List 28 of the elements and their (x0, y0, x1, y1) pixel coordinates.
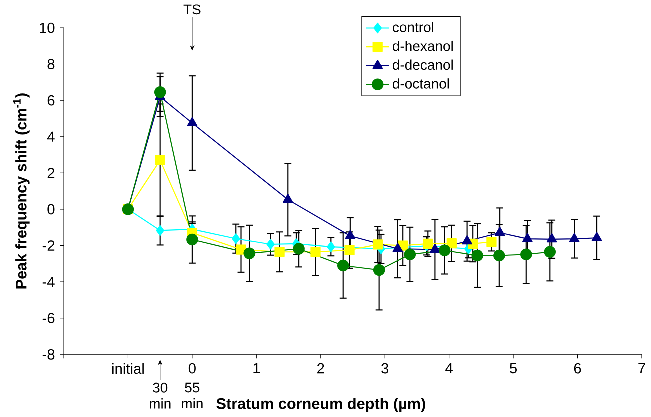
x-axis-title: Stratum corneum depth (µm) (216, 398, 426, 412)
text: 55 min (182, 383, 203, 409)
y-axis-title: Peak frequency shift (cm$^{-1}$) (13, 94, 30, 289)
y-tick-label: -2 (42, 240, 55, 251)
x-tick-label: 2 (318, 363, 324, 374)
legend-label: d-octanol (393, 78, 450, 89)
x-tick-label: 0 (188, 363, 196, 374)
x-tick-label: 5 (510, 363, 517, 374)
x-tick-label: 6 (574, 363, 582, 374)
y-tick-label: 0 (48, 204, 55, 215)
legend-label: d-hexanol (393, 41, 453, 52)
x-tick-label: 4 (446, 363, 453, 374)
y-tick-label: 2 (48, 168, 55, 178)
legend-label: d-decanol (393, 60, 453, 70)
x-tick-label: 3 (382, 363, 389, 374)
y-tick-label: 4 (47, 132, 55, 142)
x-tick-label: 1 (254, 363, 260, 374)
y-tick-label: 6 (48, 96, 55, 106)
y-tick-label: -4 (42, 277, 55, 288)
y-tick-label: 10 (40, 22, 55, 34)
y-tick-label: -8 (42, 350, 55, 360)
text: TS (184, 4, 201, 15)
x-tick-label: 7 (638, 363, 646, 374)
y-tick-label: 8 (48, 59, 55, 70)
legend-label: control (393, 22, 434, 33)
text: 30 min (150, 383, 171, 409)
x-tick-label: initial (112, 363, 144, 374)
y-tick-label: -6 (42, 313, 55, 324)
